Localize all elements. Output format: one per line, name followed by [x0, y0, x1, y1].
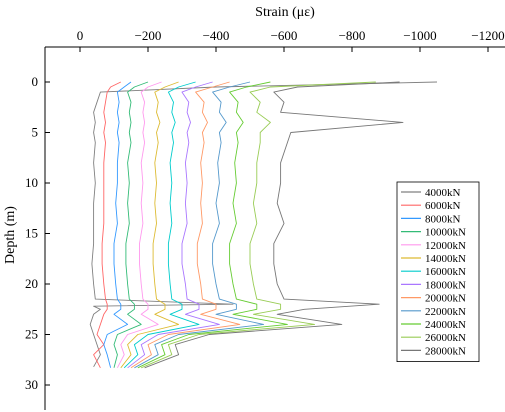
legend-label: 18000kN [425, 279, 466, 291]
legend-label: 14000kN [425, 253, 466, 265]
series-line-14000kN [120, 81, 180, 369]
y-tick-label: 0 [32, 74, 39, 89]
series-line-10000kN [113, 81, 149, 368]
series-line-22000kN [134, 81, 265, 369]
series-line-24000kN [137, 81, 288, 369]
y-tick-label: 25 [25, 327, 38, 342]
legend-label: 6000kN [425, 200, 461, 212]
series-line-26000kN [141, 81, 376, 369]
series-line-20000kN [130, 81, 241, 369]
legend-label: 24000kN [425, 319, 466, 331]
series-line-12000kN [117, 81, 162, 369]
x-axis-title: Strain (με) [255, 5, 315, 20]
x-tick-label: −200 [135, 28, 162, 43]
legend-label: 12000kN [425, 240, 466, 252]
y-tick-label: 15 [25, 226, 38, 241]
x-tick-label: −1200 [471, 28, 504, 43]
series-line-18000kN [127, 81, 220, 369]
y-tick-label: 5 [32, 125, 39, 140]
legend-label: 16000kN [425, 266, 466, 278]
legend-label: 20000kN [425, 293, 466, 305]
y-axis-title: Depth (m) [3, 206, 18, 264]
x-ticks: 0 −200 −400 −600 −800 −1000 −1200 [77, 28, 505, 52]
series-line-8000kN [103, 81, 132, 368]
series-group [89, 81, 438, 369]
legend-label: 26000kN [425, 332, 466, 344]
legend: 4000kN6000kN8000kN10000kN12000kN14000kN1… [396, 181, 480, 363]
x-tick-label: −600 [271, 28, 298, 43]
legend-label: 28000kN [425, 345, 466, 357]
y-tick-label: 30 [25, 377, 38, 392]
legend-label: 8000kN [425, 213, 461, 225]
legend-label: 4000kN [425, 187, 461, 199]
series-line-16000kN [123, 81, 200, 369]
y-tick-label: 10 [25, 175, 38, 190]
x-tick-label: 0 [77, 28, 84, 43]
x-tick-label: −800 [339, 28, 366, 43]
x-tick-label: −400 [203, 28, 230, 43]
series-line-6000kN [93, 81, 121, 369]
x-tick-label: −1000 [403, 28, 436, 43]
series-line-28000kN [144, 81, 404, 369]
y-ticks: 0 5 10 15 20 25 30 [25, 74, 50, 392]
y-tick-label: 20 [25, 276, 38, 291]
legend-label: 22000kN [425, 306, 466, 318]
legend-label: 10000kN [425, 227, 466, 239]
series-line-4000kN [89, 81, 438, 368]
